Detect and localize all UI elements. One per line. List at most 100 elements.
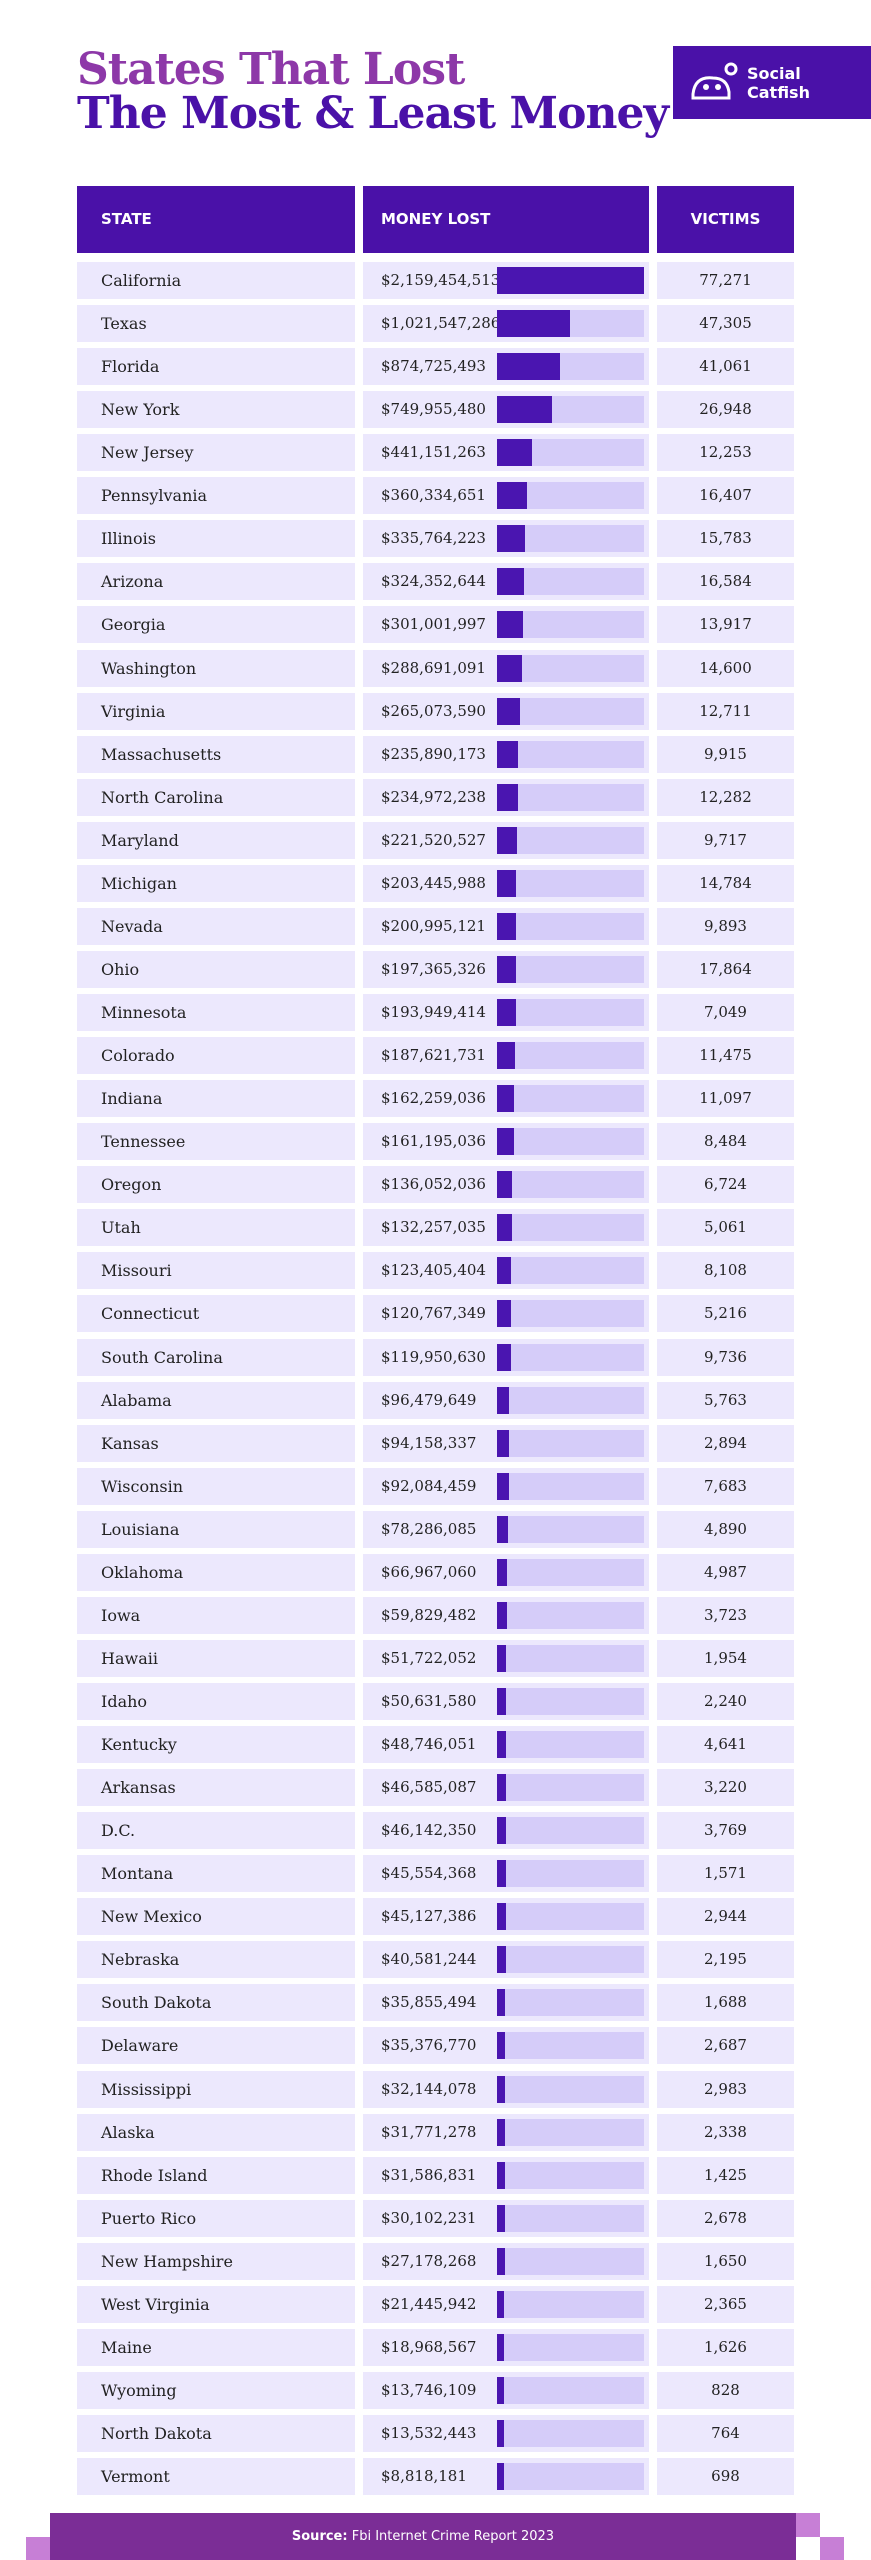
bar-track <box>497 783 644 811</box>
state-cell: Minnesota <box>77 994 355 1032</box>
victims-cell: 2,678 <box>657 2199 794 2237</box>
bar-track <box>497 2247 644 2275</box>
state-cell: West Virginia <box>77 2285 355 2323</box>
state-cell: Wisconsin <box>77 1467 355 1505</box>
victims-cell: 9,893 <box>657 907 794 945</box>
bar <box>497 568 525 596</box>
state-cell: Alaska <box>77 2113 355 2151</box>
bar-track <box>497 740 644 768</box>
state-cell: Puerto Rico <box>77 2199 355 2237</box>
victims-cell: 3,723 <box>657 1596 794 1634</box>
state-cell: Nebraska <box>77 1941 355 1979</box>
state-cell: Washington <box>77 649 355 687</box>
bar <box>497 439 532 467</box>
victims-cell: 14,600 <box>657 649 794 687</box>
bar-track <box>497 1472 644 1500</box>
state-cell: Nevada <box>77 907 355 945</box>
bar-track <box>497 1774 644 1802</box>
victims-cell: 16,584 <box>657 563 794 601</box>
bar <box>497 1085 514 1113</box>
logo-text: Catfish <box>747 83 810 102</box>
victims-cell: 5,763 <box>657 1381 794 1419</box>
state-cell: Delaware <box>77 2027 355 2065</box>
bar-track <box>497 1429 644 1457</box>
state-cell: Maryland <box>77 821 355 859</box>
bar-track <box>497 869 644 897</box>
bar <box>497 697 521 725</box>
bar <box>497 1601 507 1629</box>
bar <box>497 2247 505 2275</box>
bar-track <box>497 1214 644 1242</box>
bar <box>497 1171 512 1199</box>
bar <box>497 353 561 381</box>
column-header: VICTIMS <box>657 186 794 253</box>
bar-track <box>497 2118 644 2146</box>
state-cell: Arizona <box>77 563 355 601</box>
state-cell: Iowa <box>77 1596 355 1634</box>
logo-icon <box>691 62 738 100</box>
bar <box>497 1946 506 1974</box>
victims-cell: 1,425 <box>657 2156 794 2194</box>
bar-track <box>497 1558 644 1586</box>
bar <box>497 1558 508 1586</box>
state-cell: South Carolina <box>77 1338 355 1376</box>
victims-cell: 1,571 <box>657 1855 794 1893</box>
bar <box>497 1731 507 1759</box>
bar <box>497 1386 510 1414</box>
victims-cell: 11,475 <box>657 1037 794 1075</box>
victims-cell: 13,917 <box>657 606 794 644</box>
bar-track <box>497 1171 644 1199</box>
bar-track <box>497 697 644 725</box>
bar-track <box>497 2032 644 2060</box>
column-header: MONEY LOST <box>363 186 649 253</box>
bar-track <box>497 2376 644 2404</box>
bar-track <box>497 2420 644 2447</box>
bar <box>497 267 644 294</box>
bar <box>497 1774 507 1802</box>
bar <box>497 1429 510 1457</box>
victims-cell: 2,894 <box>657 1424 794 1462</box>
state-cell: Montana <box>77 1855 355 1893</box>
bar <box>497 740 519 768</box>
state-cell: Ohio <box>77 950 355 988</box>
bar-track <box>497 1386 644 1414</box>
decoration <box>26 2537 50 2560</box>
bar-track <box>497 2075 644 2103</box>
victims-cell: 9,717 <box>657 821 794 859</box>
bar-track <box>497 1644 644 1672</box>
bar-track <box>497 955 644 983</box>
bar <box>497 1042 516 1070</box>
victims-cell: 6,724 <box>657 1166 794 1204</box>
victims-cell: 15,783 <box>657 520 794 558</box>
state-cell: Oklahoma <box>77 1553 355 1591</box>
bar <box>497 2376 504 2404</box>
bar-track <box>497 2161 644 2189</box>
bar-track <box>497 1085 644 1113</box>
state-cell: Maine <box>77 2328 355 2366</box>
bar <box>497 525 525 553</box>
bar-track <box>497 2333 644 2361</box>
state-cell: Louisiana <box>77 1510 355 1548</box>
victims-cell: 2,240 <box>657 1682 794 1720</box>
victims-cell: 698 <box>657 2458 794 2496</box>
bar <box>497 1515 509 1543</box>
bar <box>497 2420 504 2447</box>
state-cell: Illinois <box>77 520 355 558</box>
bar-track <box>497 1343 644 1371</box>
bar-track <box>497 1128 644 1156</box>
victims-cell: 5,216 <box>657 1295 794 1333</box>
state-cell: Mississippi <box>77 2070 355 2108</box>
bar <box>497 826 518 854</box>
bar-track <box>497 1515 644 1543</box>
title-line2: The Most & Least Money <box>77 88 669 139</box>
state-cell: Kentucky <box>77 1726 355 1764</box>
victims-cell: 3,769 <box>657 1812 794 1850</box>
bar <box>497 1343 511 1371</box>
victims-cell: 77,271 <box>657 262 794 299</box>
bar <box>497 310 570 338</box>
state-cell: Oregon <box>77 1166 355 1204</box>
logo: Social Catfish <box>673 46 871 119</box>
victims-cell: 5,061 <box>657 1209 794 1247</box>
state-cell: California <box>77 262 355 299</box>
bar <box>497 1903 506 1931</box>
